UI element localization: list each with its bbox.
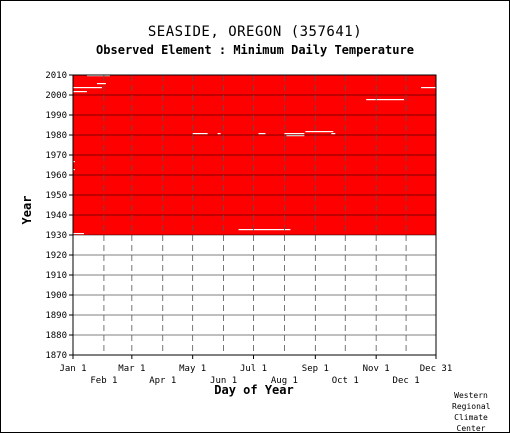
x-tick-label: Mar 1 (118, 364, 145, 374)
missing-data-gap (387, 73, 424, 75)
x-tick-label: May 1 (179, 364, 206, 374)
y-tick-label: 1900 (45, 291, 67, 301)
y-tick-label: 1940 (45, 211, 67, 221)
x-tick-label: Dec 1 (393, 376, 420, 386)
y-tick-label: 1890 (45, 311, 67, 321)
missing-data-gap (238, 229, 291, 231)
y-tick-label: 1980 (45, 131, 67, 141)
missing-data-gap (96, 83, 106, 85)
missing-data-gap (305, 131, 334, 133)
missing-data-gap (73, 87, 102, 89)
y-tick-label: 2000 (45, 91, 67, 101)
x-tick-label: Jan 1 (59, 364, 86, 374)
credit-line: Regional (452, 402, 491, 411)
missing-data-gap (73, 233, 84, 235)
x-tick-label: Aug 1 (271, 376, 298, 386)
missing-data-gap (217, 133, 221, 135)
chart-title: SEASIDE, OREGON (357641) (147, 24, 363, 40)
y-tick-label: 2010 (45, 71, 67, 81)
x-tick-label: Jul 1 (240, 364, 267, 374)
y-tick-label: 1870 (45, 351, 67, 361)
missing-data-gap (421, 87, 436, 89)
x-tick-label: Nov 1 (363, 364, 390, 374)
y-tick-label: 1990 (45, 111, 67, 121)
x-tick-label: Sep 1 (302, 364, 329, 374)
missing-data-gap (86, 75, 110, 77)
missing-data-gap (73, 91, 87, 93)
missing-data-gap (284, 73, 354, 75)
x-tick-label: Oct 1 (332, 376, 359, 386)
y-axis-label: Year (20, 196, 34, 225)
missing-data-gap (192, 133, 208, 135)
missing-data-gap (366, 99, 405, 101)
x-tick-label: Feb 1 (90, 376, 117, 386)
missing-data-gap (73, 169, 75, 171)
x-tick-label: Dec 31 (420, 364, 453, 374)
y-tick-label: 1970 (45, 151, 67, 161)
missing-data-gap (286, 135, 305, 137)
missing-data-gap (331, 133, 336, 135)
plot-area (73, 73, 436, 235)
missing-data-gap (258, 133, 266, 135)
credit-line: Western (454, 391, 488, 400)
x-tick-label: Apr 1 (149, 376, 176, 386)
x-axis-label: Day of Year (214, 383, 293, 397)
y-tick-label: 1960 (45, 171, 67, 181)
missing-data-gap (73, 161, 75, 163)
missing-data-gap (284, 133, 305, 135)
y-tick-label: 1930 (45, 231, 67, 241)
y-tick-label: 1920 (45, 251, 67, 261)
y-tick-label: 1950 (45, 191, 67, 201)
axes: 1870 1880 1890 1900 1910 1920 1930 1940 1950 1960… (45, 71, 452, 386)
y-tick-label: 1880 (45, 331, 67, 341)
credit-line: Climate (454, 413, 488, 422)
x-tick-label: Jun 1 (210, 376, 237, 386)
credit-line: Center (456, 424, 486, 433)
chart-subtitle: Observed Element : Minimum Daily Tempera… (96, 43, 414, 57)
credit-block: Western Regional Climate Center (452, 390, 491, 434)
y-tick-label: 1910 (45, 271, 67, 281)
